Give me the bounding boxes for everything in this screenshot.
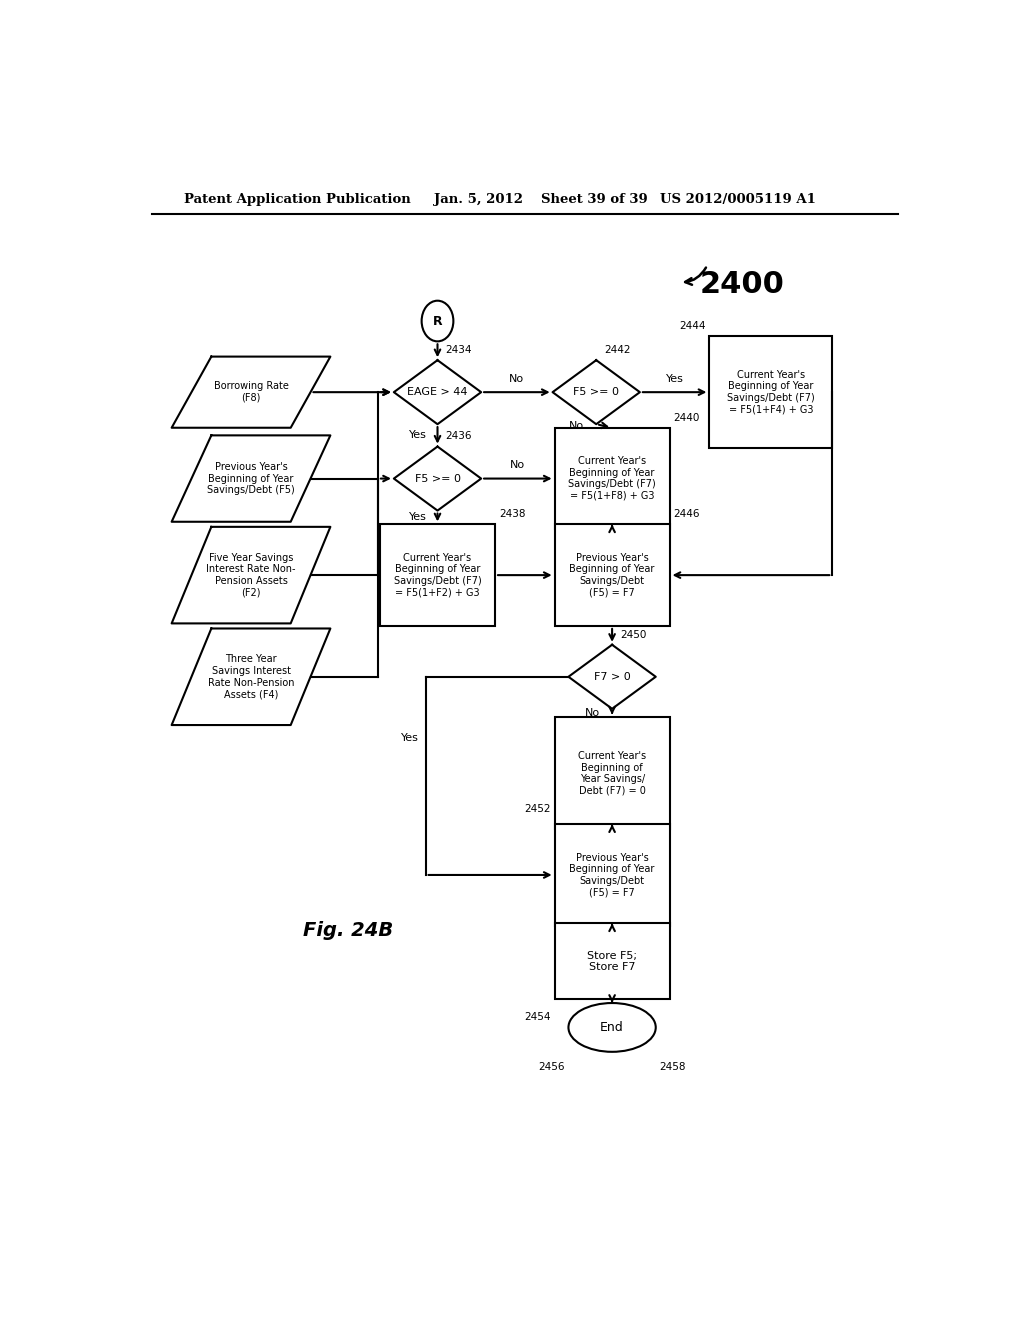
Text: 2454: 2454: [524, 1011, 551, 1022]
Text: Five Year Savings
Interest Rate Non-
Pension Assets
(F2): Five Year Savings Interest Rate Non- Pen…: [206, 553, 296, 598]
Text: 2444: 2444: [679, 321, 706, 331]
FancyBboxPatch shape: [555, 428, 670, 529]
Text: 2438: 2438: [499, 510, 525, 519]
Text: No: No: [585, 708, 600, 718]
Text: Yes: Yes: [666, 374, 684, 384]
Text: F5 >= 0: F5 >= 0: [573, 387, 620, 397]
Text: F5 >= 0: F5 >= 0: [415, 474, 461, 483]
Text: Three Year
Savings Interest
Rate Non-Pension
Assets (F4): Three Year Savings Interest Rate Non-Pen…: [208, 655, 294, 700]
Text: 2456: 2456: [538, 1063, 564, 1072]
FancyBboxPatch shape: [555, 923, 670, 999]
Text: Current Year's
Beginning of
Year Savings/
Debt (F7) = 0: Current Year's Beginning of Year Savings…: [578, 751, 646, 796]
FancyBboxPatch shape: [710, 337, 833, 447]
FancyBboxPatch shape: [555, 718, 670, 829]
Text: No: No: [510, 461, 525, 470]
Text: Yes: Yes: [409, 430, 427, 441]
Text: End: End: [600, 1020, 624, 1034]
Text: Borrowing Rate
(F8): Borrowing Rate (F8): [214, 381, 289, 403]
FancyBboxPatch shape: [555, 824, 670, 925]
Text: Previous Year's
Beginning of Year
Savings/Debt
(F5) = F7: Previous Year's Beginning of Year Saving…: [569, 853, 654, 898]
Text: 2452: 2452: [524, 804, 551, 814]
Text: R: R: [433, 314, 442, 327]
Text: 2434: 2434: [445, 345, 472, 355]
Text: F7 > 0: F7 > 0: [594, 672, 631, 681]
Text: 2442: 2442: [604, 345, 631, 355]
Text: 2458: 2458: [659, 1063, 686, 1072]
Text: EAGE > 44: EAGE > 44: [408, 387, 468, 397]
Text: 2440: 2440: [674, 413, 700, 422]
Text: Current Year's
Beginning of Year
Savings/Debt (F7)
= F5(1+F2) + G3: Current Year's Beginning of Year Savings…: [393, 553, 481, 598]
Text: 2400: 2400: [699, 269, 784, 298]
Text: No: No: [568, 421, 584, 430]
Text: US 2012/0005119 A1: US 2012/0005119 A1: [659, 193, 815, 206]
Text: No: No: [509, 374, 524, 384]
Text: Patent Application Publication: Patent Application Publication: [183, 193, 411, 206]
FancyBboxPatch shape: [380, 524, 495, 626]
Text: 2436: 2436: [445, 432, 472, 441]
Text: Current Year's
Beginning of Year
Savings/Debt (F7)
= F5(1+F4) + G3: Current Year's Beginning of Year Savings…: [727, 370, 815, 414]
Text: Fig. 24B: Fig. 24B: [303, 921, 393, 940]
Text: Store F5;
Store F7: Store F5; Store F7: [587, 950, 637, 972]
Text: Sheet 39 of 39: Sheet 39 of 39: [541, 193, 647, 206]
Text: Yes: Yes: [409, 512, 427, 523]
Text: 2450: 2450: [620, 630, 646, 640]
Text: Jan. 5, 2012: Jan. 5, 2012: [433, 193, 522, 206]
Text: Previous Year's
Beginning of Year
Savings/Debt (F5): Previous Year's Beginning of Year Saving…: [207, 462, 295, 495]
Text: Current Year's
Beginning of Year
Savings/Debt (F7)
= F5(1+F8) + G3: Current Year's Beginning of Year Savings…: [568, 457, 656, 502]
Text: Previous Year's
Beginning of Year
Savings/Debt
(F5) = F7: Previous Year's Beginning of Year Saving…: [569, 553, 654, 598]
FancyBboxPatch shape: [555, 524, 670, 626]
Text: Yes: Yes: [400, 733, 419, 743]
Text: 2446: 2446: [674, 510, 700, 519]
